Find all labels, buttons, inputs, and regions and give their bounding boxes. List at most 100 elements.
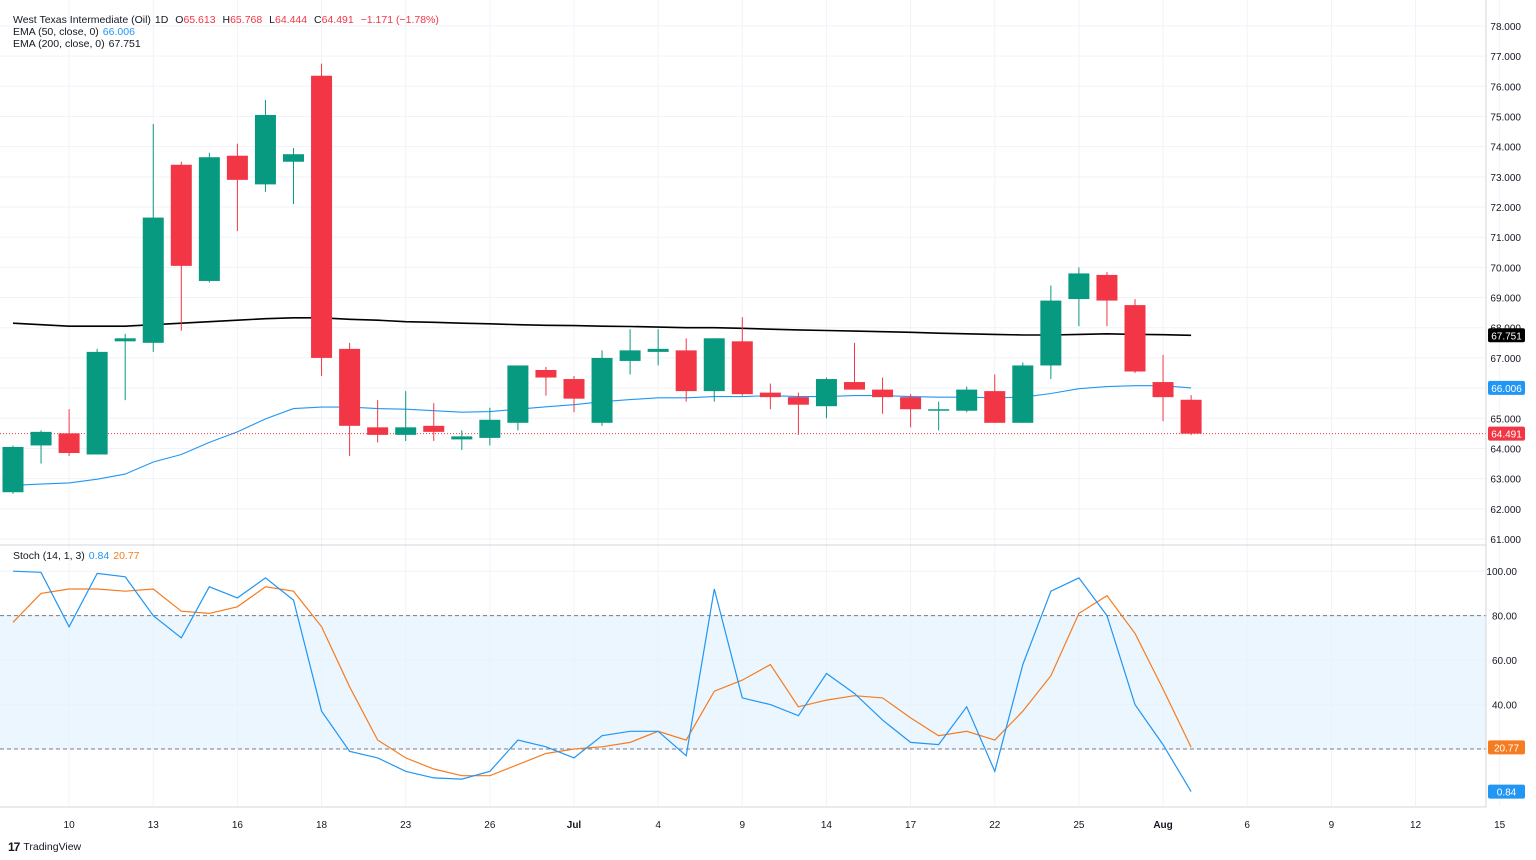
- candle-body: [451, 436, 473, 440]
- candle[interactable]: [339, 342, 361, 457]
- price-tick-label: 74.000: [1490, 143, 1521, 154]
- candle[interactable]: [283, 148, 304, 205]
- candle[interactable]: [1012, 362, 1034, 423]
- candle-body: [479, 419, 501, 438]
- time-tick-label: 16: [232, 820, 244, 831]
- price-tick-label: 73.000: [1490, 173, 1521, 184]
- candle-body: [283, 154, 304, 162]
- candle[interactable]: [142, 124, 164, 352]
- candle-body: [984, 391, 1006, 423]
- stoch-d-tag-bg: [1488, 740, 1525, 755]
- candle-body: [535, 369, 557, 378]
- candle[interactable]: [956, 386, 978, 413]
- candle-body: [58, 433, 80, 453]
- tradingview-brand[interactable]: 17 TradingView: [8, 840, 81, 854]
- last-price-tag: 64.491: [1491, 430, 1522, 441]
- candle-body: [1152, 382, 1174, 398]
- candle[interactable]: [423, 403, 445, 441]
- candle[interactable]: [591, 350, 613, 426]
- ema200-label: EMA (200, close, 0): [13, 38, 105, 50]
- stoch-tick-label: 80.00: [1492, 612, 1517, 623]
- candle[interactable]: [114, 333, 136, 401]
- candle[interactable]: [198, 152, 220, 283]
- candle-body: [86, 351, 108, 455]
- candle[interactable]: [563, 376, 585, 413]
- time-tick-label: 14: [821, 820, 833, 831]
- candle[interactable]: [619, 329, 641, 375]
- candle[interactable]: [226, 143, 248, 232]
- candle[interactable]: [535, 366, 557, 396]
- candle-body: [395, 427, 417, 435]
- candle[interactable]: [311, 63, 333, 377]
- price-tick-label: 64.000: [1490, 444, 1521, 455]
- time-tick-label: 18: [316, 820, 328, 831]
- candle[interactable]: [507, 365, 529, 431]
- candle-body: [1040, 300, 1062, 366]
- price-tick-label: 61.000: [1490, 535, 1521, 546]
- price-tick-label: 72.000: [1490, 203, 1521, 214]
- time-tick-label: 12: [1410, 820, 1422, 831]
- candle[interactable]: [254, 99, 276, 192]
- candle[interactable]: [1152, 354, 1174, 422]
- stoch-tick-label: 60.00: [1492, 656, 1517, 667]
- candle-body: [30, 431, 52, 446]
- candle[interactable]: [2, 445, 24, 494]
- candle-body: [367, 427, 389, 435]
- brand-name: TradingView: [23, 841, 82, 853]
- candle-body: [815, 379, 837, 407]
- ema200-value: 67.751: [108, 38, 141, 50]
- stoch-d-value: 20.77: [113, 550, 140, 562]
- price-tick-label: 69.000: [1490, 294, 1521, 305]
- candle[interactable]: [900, 394, 922, 428]
- ema50-price-tag: 66.006: [1491, 384, 1522, 395]
- candle[interactable]: [984, 374, 1006, 423]
- ohlc-high: H65.768: [222, 14, 263, 26]
- candle[interactable]: [58, 409, 80, 457]
- candle-body: [1012, 365, 1034, 423]
- candle-body: [142, 217, 164, 343]
- candle[interactable]: [647, 329, 669, 366]
- candle-body: [844, 382, 865, 390]
- candle[interactable]: [844, 342, 865, 390]
- candle[interactable]: [1068, 267, 1090, 327]
- time-tick-label: 4: [655, 820, 661, 831]
- last-price-tag-bg: [1488, 426, 1525, 441]
- tradingview-logo-icon: 17: [8, 840, 20, 854]
- candle[interactable]: [703, 338, 725, 402]
- symbol-legend: West Texas Intermediate (Oil) 1D O65.613 …: [13, 14, 443, 26]
- candle[interactable]: [86, 348, 108, 455]
- candle-body: [1096, 274, 1118, 301]
- candle[interactable]: [170, 161, 192, 331]
- candle[interactable]: [872, 377, 894, 414]
- candle[interactable]: [451, 430, 473, 450]
- time-tick-label: 26: [484, 820, 496, 831]
- candle[interactable]: [1124, 299, 1146, 374]
- price-tick-label: 77.000: [1490, 52, 1521, 63]
- candle[interactable]: [1180, 395, 1202, 436]
- candle[interactable]: [787, 392, 809, 435]
- candles[interactable]: [2, 63, 1202, 494]
- candle[interactable]: [815, 377, 837, 419]
- candle[interactable]: [759, 383, 781, 410]
- candle[interactable]: [367, 400, 389, 443]
- ema50-value: 66.006: [102, 26, 135, 38]
- candle[interactable]: [1040, 285, 1062, 380]
- price-tick-label: 63.000: [1490, 475, 1521, 486]
- time-tick-label: 17: [905, 820, 917, 831]
- candle-body: [423, 425, 445, 432]
- ema50-price-tag-bg: [1488, 380, 1525, 395]
- stoch-legend: Stoch (14, 1, 3) 0.84 20.77: [13, 550, 144, 562]
- candle[interactable]: [1096, 271, 1118, 327]
- candle-body: [254, 114, 276, 185]
- candle[interactable]: [395, 391, 417, 441]
- candle[interactable]: [675, 338, 697, 402]
- candle[interactable]: [479, 407, 501, 446]
- candle[interactable]: [731, 317, 753, 396]
- ema200-price-tag-bg: [1488, 328, 1525, 343]
- candle[interactable]: [30, 430, 52, 464]
- candle[interactable]: [928, 401, 950, 431]
- axis-labels: 61.00062.00063.00064.00065.00066.00067.0…: [64, 22, 1525, 831]
- time-tick-label: 9: [740, 820, 746, 831]
- stoch-lines: [12, 570, 1192, 792]
